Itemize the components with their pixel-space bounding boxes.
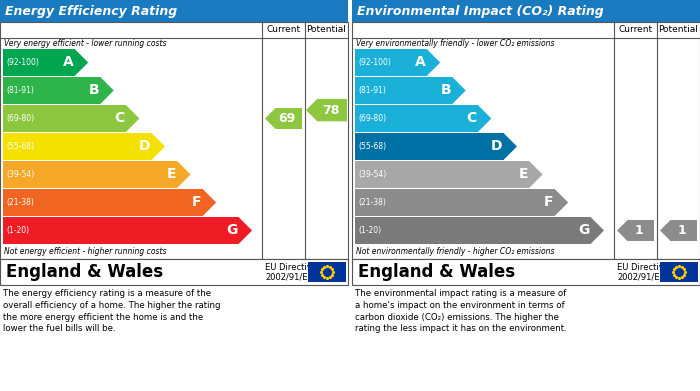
Text: (1-20): (1-20) <box>358 226 381 235</box>
Polygon shape <box>355 161 542 188</box>
Text: (39-54): (39-54) <box>358 170 386 179</box>
Polygon shape <box>355 77 466 104</box>
Polygon shape <box>355 49 440 76</box>
Text: Energy Efficiency Rating: Energy Efficiency Rating <box>5 5 177 18</box>
Text: (69-80): (69-80) <box>6 114 34 123</box>
Text: A: A <box>415 56 426 70</box>
Text: Very energy efficient - lower running costs: Very energy efficient - lower running co… <box>4 39 167 48</box>
Polygon shape <box>3 49 88 76</box>
Text: C: C <box>467 111 477 126</box>
Text: Potential: Potential <box>307 25 346 34</box>
Polygon shape <box>265 108 302 129</box>
Polygon shape <box>3 217 252 244</box>
Text: EU Directive: EU Directive <box>617 264 669 273</box>
Text: 1: 1 <box>635 224 643 237</box>
Polygon shape <box>3 77 114 104</box>
Text: (21-38): (21-38) <box>358 198 386 207</box>
Text: 78: 78 <box>322 104 340 117</box>
Text: E: E <box>519 167 528 181</box>
Polygon shape <box>355 189 568 216</box>
Text: 69: 69 <box>279 112 296 125</box>
Text: B: B <box>441 84 452 97</box>
Bar <box>308 262 346 282</box>
Text: (92-100): (92-100) <box>6 58 39 67</box>
Text: (21-38): (21-38) <box>6 198 34 207</box>
Text: (81-91): (81-91) <box>6 86 34 95</box>
Polygon shape <box>355 105 491 132</box>
Bar <box>660 262 698 282</box>
Text: The energy efficiency rating is a measure of the
overall efficiency of a home. T: The energy efficiency rating is a measur… <box>3 289 220 334</box>
Bar <box>352 0 700 22</box>
Polygon shape <box>3 161 190 188</box>
Polygon shape <box>3 189 216 216</box>
Text: 2002/91/EC: 2002/91/EC <box>617 273 666 282</box>
Text: Current: Current <box>618 25 652 34</box>
Polygon shape <box>306 99 347 121</box>
Text: (55-68): (55-68) <box>358 142 386 151</box>
Text: 2002/91/EC: 2002/91/EC <box>265 273 314 282</box>
Text: Current: Current <box>267 25 300 34</box>
Bar <box>0 0 348 22</box>
Polygon shape <box>355 217 604 244</box>
Text: B: B <box>89 84 99 97</box>
Bar <box>352 22 700 259</box>
Polygon shape <box>617 220 654 241</box>
Text: (1-20): (1-20) <box>6 226 29 235</box>
Text: F: F <box>193 196 202 210</box>
Bar <box>0 259 348 285</box>
Text: 1: 1 <box>678 224 687 237</box>
Text: The environmental impact rating is a measure of
a home's impact on the environme: The environmental impact rating is a mea… <box>355 289 567 334</box>
Text: Very environmentally friendly - lower CO₂ emissions: Very environmentally friendly - lower CO… <box>356 39 554 48</box>
Text: G: G <box>226 224 237 237</box>
Polygon shape <box>3 105 139 132</box>
Polygon shape <box>660 220 697 241</box>
Text: England & Wales: England & Wales <box>358 263 515 281</box>
Text: Not environmentally friendly - higher CO₂ emissions: Not environmentally friendly - higher CO… <box>356 246 554 255</box>
Text: (55-68): (55-68) <box>6 142 34 151</box>
Text: Potential: Potential <box>659 25 699 34</box>
Text: G: G <box>578 224 589 237</box>
Bar <box>0 22 348 259</box>
Text: (69-80): (69-80) <box>358 114 386 123</box>
Text: EU Directive: EU Directive <box>265 264 317 273</box>
Bar <box>352 259 700 285</box>
Text: D: D <box>139 140 150 154</box>
Text: Not energy efficient - higher running costs: Not energy efficient - higher running co… <box>4 246 167 255</box>
Text: England & Wales: England & Wales <box>6 263 163 281</box>
Text: C: C <box>115 111 125 126</box>
Text: D: D <box>491 140 503 154</box>
Text: F: F <box>544 196 554 210</box>
Text: Environmental Impact (CO₂) Rating: Environmental Impact (CO₂) Rating <box>357 5 603 18</box>
Text: (81-91): (81-91) <box>358 86 386 95</box>
Polygon shape <box>3 133 165 160</box>
Text: (39-54): (39-54) <box>6 170 34 179</box>
Text: (92-100): (92-100) <box>358 58 391 67</box>
Text: E: E <box>167 167 176 181</box>
Text: A: A <box>63 56 74 70</box>
Polygon shape <box>355 133 517 160</box>
